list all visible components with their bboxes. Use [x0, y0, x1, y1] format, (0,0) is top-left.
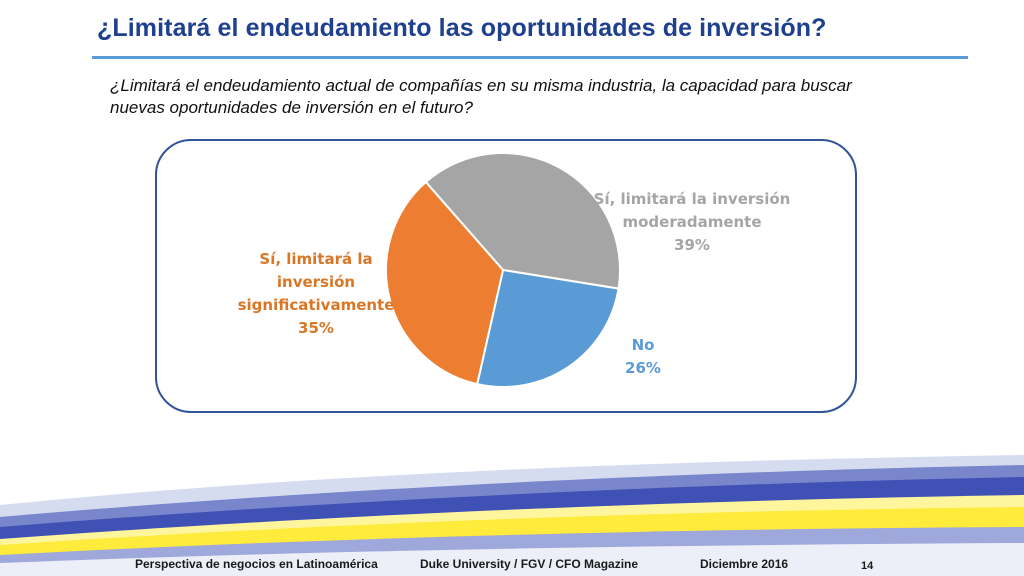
label-significant: Sí, limitará la inversión significativam…: [231, 248, 401, 340]
label-significant-line-3: significativamente: [237, 296, 395, 314]
slide-title: ¿Limitará el endeudamiento las oportunid…: [97, 14, 827, 42]
label-moderate-line-2: moderadamente: [622, 213, 762, 231]
footer-decorative-band: [0, 455, 1024, 576]
footer-left: Perspectiva de negocios en Latinoamérica: [135, 557, 378, 571]
label-no: No 26%: [612, 334, 674, 380]
pie-slice-no: [475, 268, 620, 388]
footer-center: Duke University / FGV / CFO Magazine: [420, 557, 639, 571]
label-no-value: 26%: [625, 359, 661, 377]
pie-slice-moderate: [424, 152, 621, 290]
label-moderate-value: 39%: [674, 236, 710, 254]
chart-frame: [155, 139, 857, 413]
label-significant-line-2: inversión: [276, 273, 356, 291]
label-moderate-line-1: Sí, limitará la inversión: [593, 190, 791, 208]
label-significant-value: 35%: [298, 319, 334, 337]
survey-question: ¿Limitará el endeudamiento actual de com…: [110, 76, 852, 117]
pie-slice-significant: [385, 180, 505, 386]
label-no-line-1: No: [631, 336, 655, 354]
label-moderate: Sí, limitará la inversión moderadamente …: [593, 188, 791, 257]
label-significant-line-1: Sí, limitará la: [259, 250, 373, 268]
footer-right: Diciembre 2016: [700, 557, 789, 571]
page-number: 14: [861, 560, 874, 572]
title-underline: [92, 56, 968, 59]
